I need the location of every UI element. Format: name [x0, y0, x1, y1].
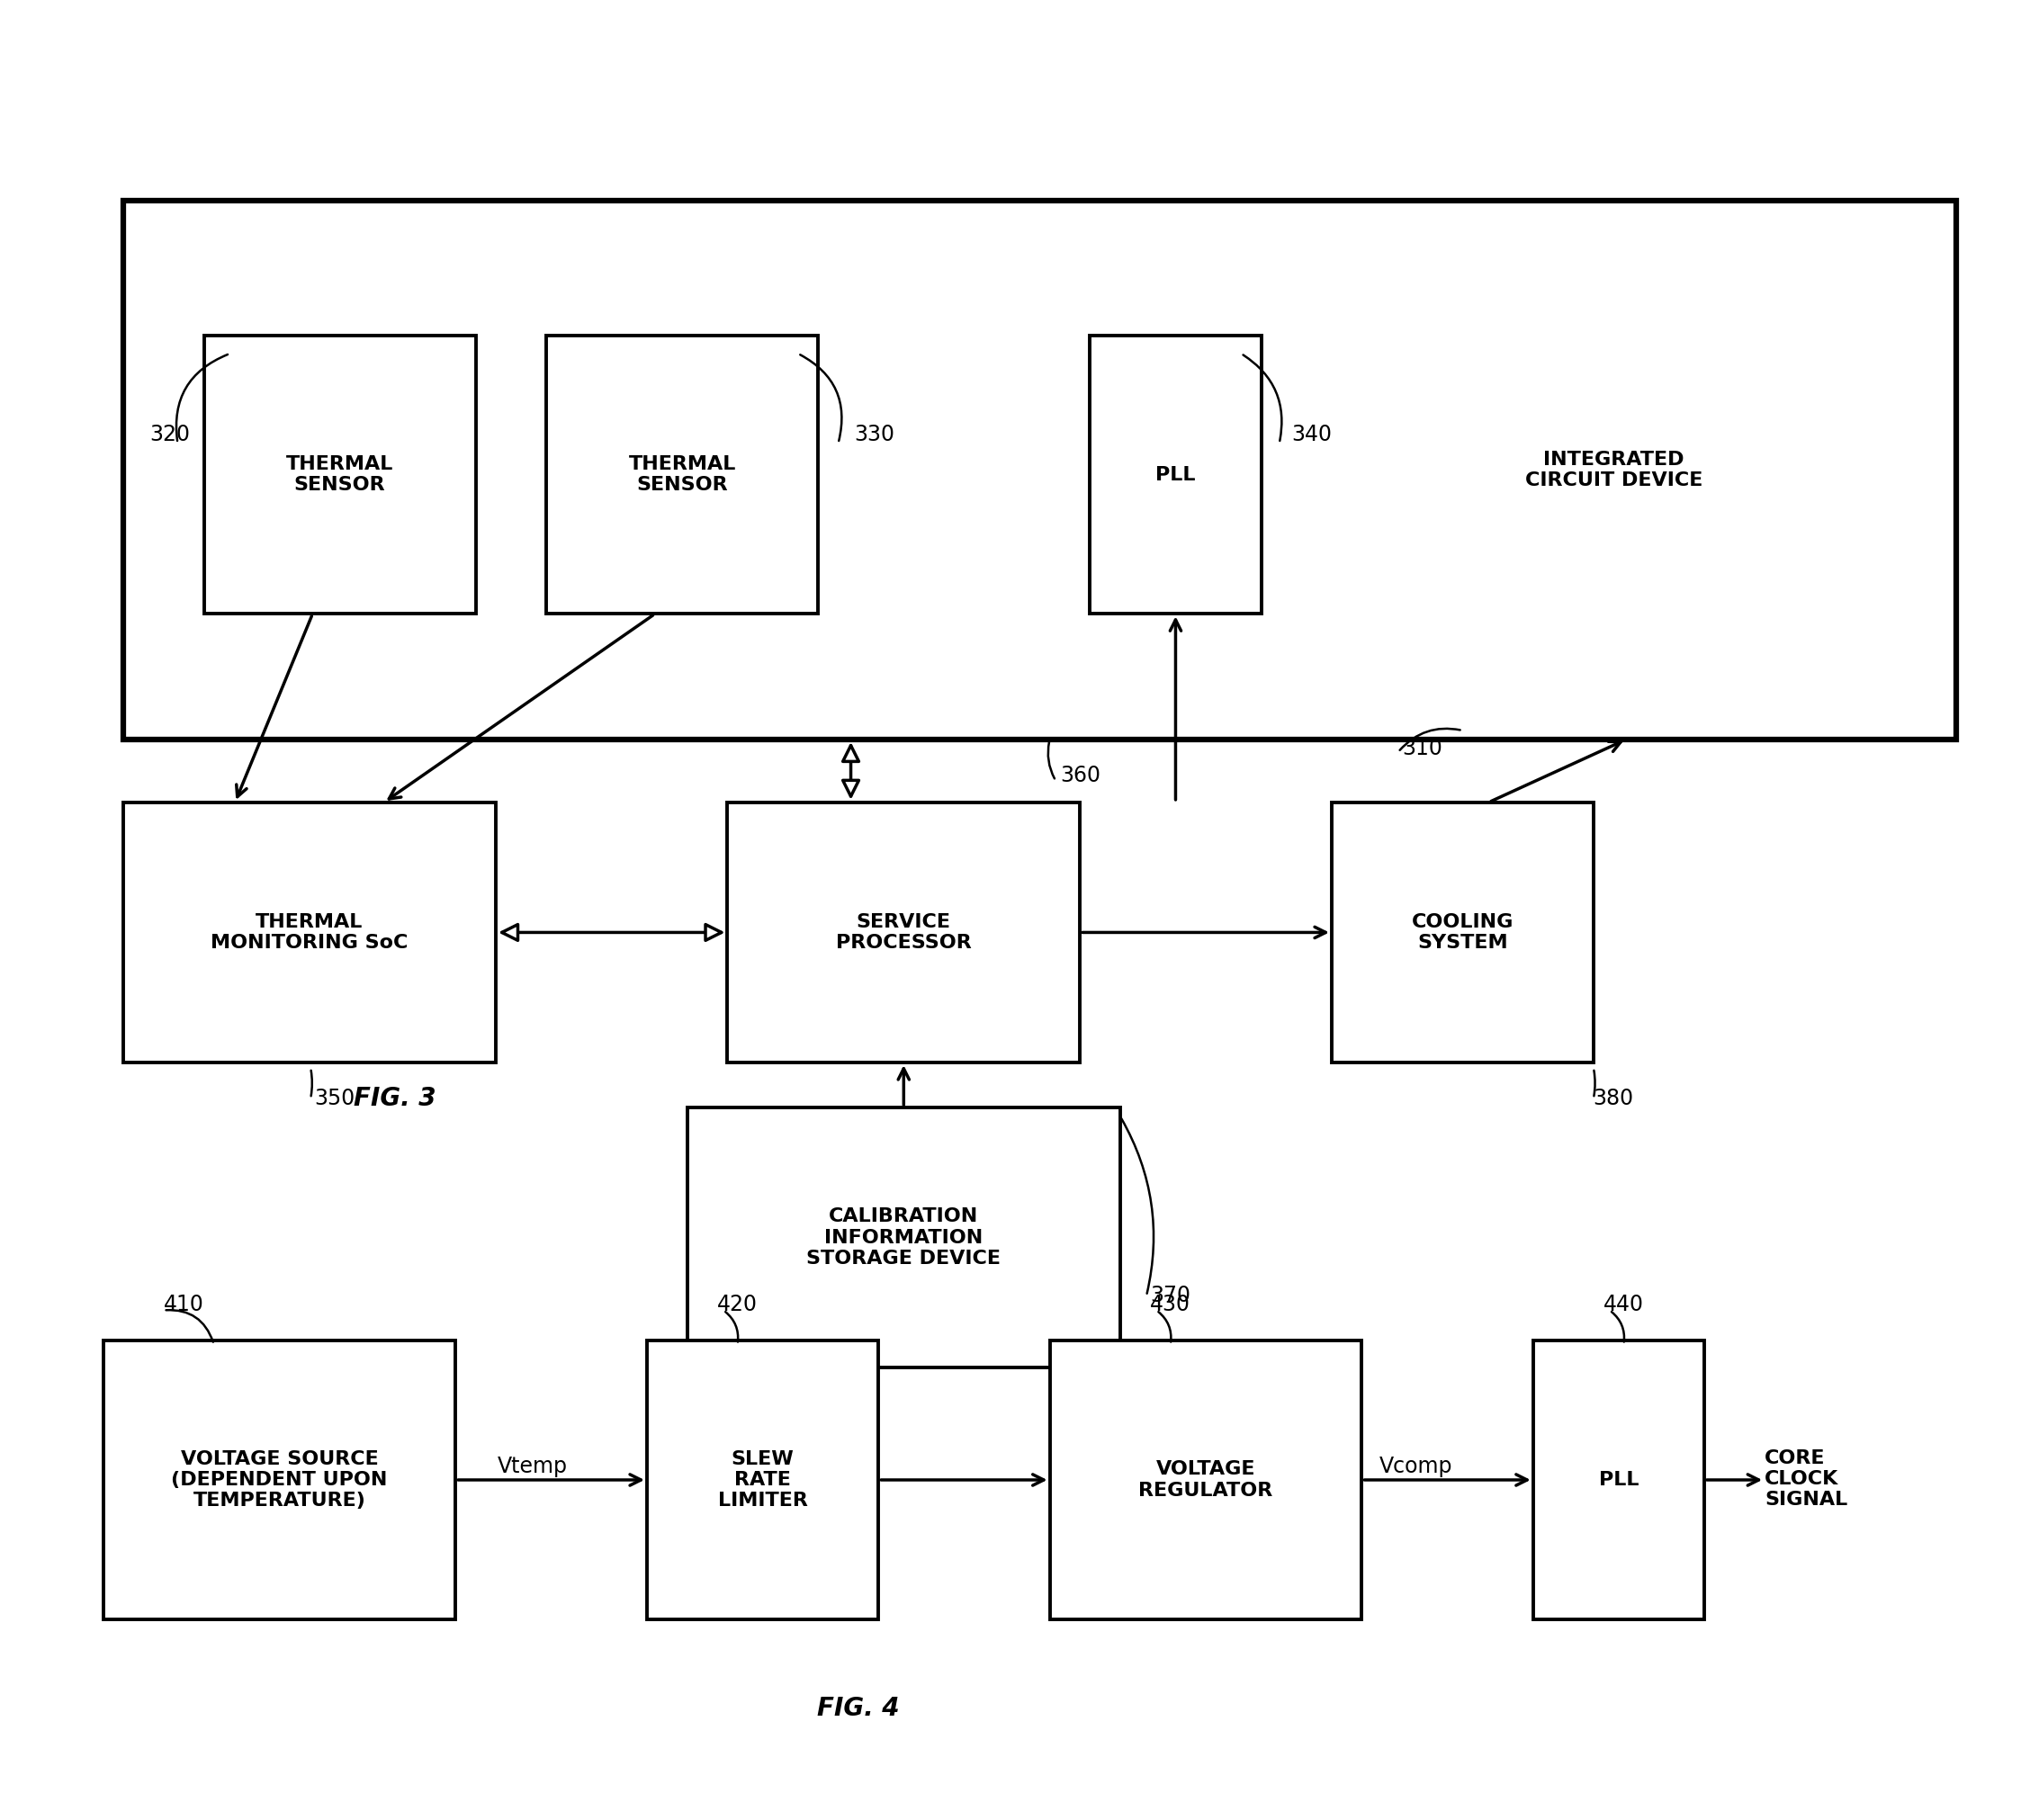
Text: 310: 310 — [1403, 737, 1442, 759]
Text: INTEGRATED
CIRCUIT DEVICE: INTEGRATED CIRCUIT DEVICE — [1525, 451, 1703, 490]
Bar — [728, 803, 1081, 1063]
Text: 340: 340 — [1291, 424, 1331, 446]
Text: 420: 420 — [718, 1294, 759, 1316]
Bar — [1050, 1341, 1362, 1620]
Bar — [687, 1107, 1119, 1367]
Bar — [122, 803, 495, 1063]
Text: VOLTAGE SOURCE
(DEPENDENT UPON
TEMPERATURE): VOLTAGE SOURCE (DEPENDENT UPON TEMPERATU… — [171, 1451, 387, 1511]
Bar — [546, 335, 818, 613]
Text: PLL: PLL — [1156, 466, 1195, 484]
Text: 440: 440 — [1603, 1294, 1643, 1316]
Text: VOLTAGE
REGULATOR: VOLTAGE REGULATOR — [1138, 1460, 1272, 1500]
Text: SERVICE
PROCESSOR: SERVICE PROCESSOR — [836, 914, 971, 952]
Text: 380: 380 — [1592, 1088, 1633, 1108]
Text: THERMAL
SENSOR: THERMAL SENSOR — [628, 455, 736, 495]
Bar — [1533, 1341, 1705, 1620]
Text: Vtemp: Vtemp — [498, 1456, 567, 1478]
Text: Vcomp: Vcomp — [1380, 1456, 1454, 1478]
Text: FIG. 3: FIG. 3 — [355, 1087, 436, 1110]
Bar — [1331, 803, 1594, 1063]
Text: 330: 330 — [854, 424, 895, 446]
Text: 360: 360 — [1060, 764, 1101, 786]
Text: PLL: PLL — [1599, 1471, 1639, 1489]
Text: THERMAL
SENSOR: THERMAL SENSOR — [285, 455, 394, 495]
Text: SLEW
RATE
LIMITER: SLEW RATE LIMITER — [718, 1451, 807, 1511]
Text: 370: 370 — [1150, 1285, 1191, 1307]
Text: CALIBRATION
INFORMATION
STORAGE DEVICE: CALIBRATION INFORMATION STORAGE DEVICE — [807, 1208, 1001, 1267]
Bar — [122, 200, 1955, 739]
Bar — [204, 335, 475, 613]
Text: 350: 350 — [314, 1088, 355, 1108]
Text: COOLING
SYSTEM: COOLING SYSTEM — [1411, 914, 1513, 952]
Text: FIG. 4: FIG. 4 — [818, 1696, 899, 1722]
Text: 320: 320 — [149, 424, 190, 446]
Text: CORE
CLOCK
SIGNAL: CORE CLOCK SIGNAL — [1764, 1449, 1847, 1509]
Text: 430: 430 — [1150, 1294, 1191, 1316]
Bar — [646, 1341, 879, 1620]
Bar — [104, 1341, 455, 1620]
Bar — [1091, 335, 1262, 613]
Text: THERMAL
MONITORING SoC: THERMAL MONITORING SoC — [210, 914, 408, 952]
Text: 410: 410 — [163, 1294, 204, 1316]
